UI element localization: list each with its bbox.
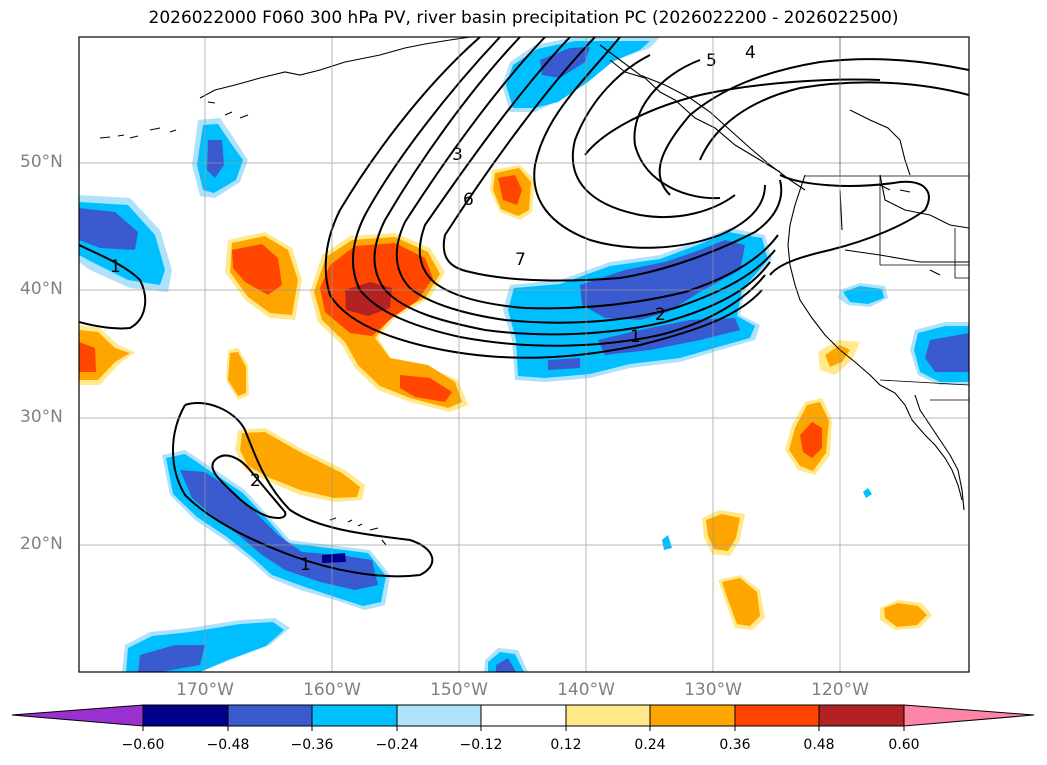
colorbar-tick-label: −0.36 (290, 737, 334, 753)
contour-label: 3 (452, 145, 463, 165)
colorbar-bin (818, 704, 905, 727)
colorbar-bin (565, 704, 651, 727)
lat-label: 30°N (20, 407, 63, 427)
colorbar-extend-high (903, 704, 1035, 727)
neg-region (925, 333, 969, 372)
lon-label: 140°W (557, 680, 615, 700)
pos-region (400, 375, 452, 402)
pos-region (240, 432, 360, 498)
colorbar-bin (227, 704, 313, 727)
colorbar-tick-label: −0.60 (121, 737, 165, 753)
neg-region (580, 240, 745, 320)
contour-label: 7 (515, 250, 526, 270)
colorbar-bin (396, 704, 482, 727)
pos-region (228, 352, 246, 396)
contour-label: 6 (463, 190, 474, 210)
colorbar-bin (734, 704, 820, 727)
contour-label: 5 (706, 51, 717, 71)
lat-label: 50°N (20, 152, 63, 172)
colorbar-bin (649, 704, 736, 727)
neg-region (496, 658, 516, 672)
colorbar-bin (480, 704, 567, 727)
contour-labels: 1 3 6 7 5 4 2 1 2 1 (110, 43, 756, 575)
neg-region (79, 208, 138, 250)
neg-region (506, 41, 650, 108)
colorbar-bin (311, 704, 398, 727)
contour-label: 2 (250, 471, 261, 491)
colorbar-tick-label: 0.48 (803, 737, 835, 753)
colorbar-tick-label: −0.24 (375, 737, 419, 753)
lon-label: 150°W (430, 680, 488, 700)
lon-label: 160°W (303, 680, 361, 700)
figure-title: 2026022000 F060 300 hPa PV, river basin … (148, 8, 899, 28)
contour-label: 1 (110, 257, 121, 277)
pv-contours (79, 37, 969, 578)
colorbar-tick-label: −0.48 (206, 737, 250, 753)
neg-region (662, 535, 672, 550)
colorbar-extend-low (11, 704, 144, 727)
lat-label: 40°N (20, 279, 63, 299)
map-canvas[interactable]: 1 3 6 7 5 4 2 1 2 1 (79, 37, 969, 672)
lon-label: 170°W (176, 680, 234, 700)
map-frame (78, 36, 970, 673)
colorbar-tick-label: 0.24 (634, 737, 666, 753)
pos-region (706, 514, 740, 551)
neg-region (207, 140, 224, 178)
colorbar-bin (142, 704, 229, 727)
pos-region (884, 603, 927, 627)
lat-label: 20°N (20, 534, 63, 554)
colorbar-tick-label: 0.12 (550, 737, 582, 753)
precipitation-shading (79, 37, 969, 672)
lon-label: 130°W (684, 680, 742, 700)
pos-region (79, 342, 96, 372)
neg-region (138, 645, 205, 672)
lon-label: 120°W (811, 680, 869, 700)
neg-region (548, 358, 580, 370)
pos-region (800, 422, 822, 458)
contour-label: 1 (630, 327, 641, 347)
neg-region (322, 553, 346, 563)
colorbar-tick-label: 0.36 (719, 737, 751, 753)
colorbar-tick-label: 0.60 (888, 737, 920, 753)
pos-region (498, 175, 522, 205)
contour-label: 4 (745, 43, 756, 63)
pos-region (722, 578, 760, 626)
pos-region (232, 244, 282, 295)
colorbar-tick-label: −0.12 (459, 737, 503, 753)
contour-label: 1 (300, 555, 311, 575)
gridlines (79, 37, 969, 672)
pos-region (825, 345, 850, 367)
neg-region (863, 488, 872, 498)
colorbar (11, 704, 1035, 731)
coastlines (99, 37, 969, 546)
contour-label: 2 (655, 305, 666, 325)
